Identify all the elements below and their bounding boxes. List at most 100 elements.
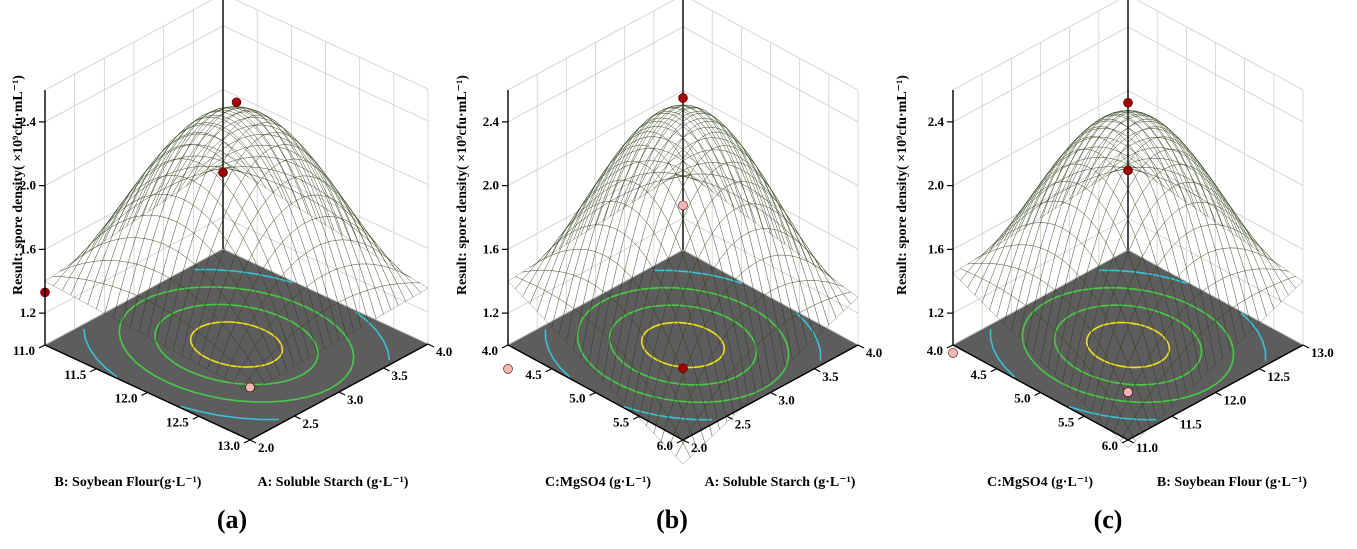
surface-cell [1251,268,1267,293]
surface-cell [1156,149,1173,170]
surface-cell [209,200,227,231]
chart-panel-c: 4.0 4.5 5.0 5.5 6.0 11.0 11.5 12.0 12.5 13.0 1.2 1.… [895,0,1334,534]
x-tick-label: 6.0 [1102,438,1118,453]
surface-cell [690,221,706,261]
x-tick [990,368,998,373]
surface-cell [320,241,338,273]
floor-contour [640,321,726,369]
surface-cell [653,178,669,211]
z-tick-label: 1.6 [928,241,945,256]
floor-contour [989,269,1267,421]
surface-cell [196,122,214,134]
surface-cell [371,238,388,259]
x-tick [89,368,97,373]
y-tick [813,368,821,373]
y-tick-label: 3.0 [347,392,363,407]
surface-cell [989,263,1005,287]
y-tick [1215,391,1222,397]
surface-cell [1113,203,1129,237]
surface-cell [363,231,381,253]
surface-cell [624,181,640,209]
surface-cell [103,260,120,287]
surface-cell [377,248,395,268]
surface-cell [378,246,396,265]
surface-cell [329,181,347,205]
surface-cell [653,126,669,138]
surface-cell [387,258,404,274]
surface-cell [297,222,314,254]
y-tick [1302,344,1310,349]
x-tick [192,415,200,420]
surface-cell [143,214,161,241]
surface-cell [770,254,786,288]
surface-cell [1171,208,1187,241]
surface-cell [254,124,272,136]
surface-cell [335,239,352,267]
surface-cell [142,193,160,216]
y-tick-label: 13.0 [1311,345,1334,360]
surface-cell [1215,224,1231,249]
surface-cell [103,217,121,243]
surface-cell [119,237,136,263]
surface-cell [690,189,706,224]
y-tick-label: 12.0 [1224,393,1247,408]
surface-cell [573,197,589,220]
surface-cell [205,126,223,137]
surface-cell [201,191,218,221]
surface-cell [319,216,336,243]
surface-cell [1135,221,1151,257]
x-tick-label: 5.0 [1014,391,1030,406]
floor-contour [1053,304,1203,386]
surface-cell [1113,175,1129,205]
surface-cell [1134,139,1151,151]
surface-cell [711,131,728,147]
surface-cell [1040,250,1056,285]
x-tick-label: 5.0 [569,391,585,406]
z-tick-label: 2.0 [20,178,36,193]
surface-cell [624,161,640,181]
x-axis-title: C:MgSO4 (g·L⁻¹) [987,475,1093,490]
floor-contour [1085,321,1171,369]
surface-cell [1105,129,1122,140]
x-tick-label: 4.0 [927,343,943,358]
z-tick-label: 2.4 [483,114,500,129]
surface-cell [660,189,676,223]
surface-cell [304,219,322,249]
z-tick-label: 1.2 [483,305,499,320]
design-point [218,167,228,178]
y-tick-label: 3.0 [779,393,795,408]
surface-cell [981,282,998,311]
surface-cell [1069,163,1085,184]
surface-cell [1273,281,1289,303]
surface-cell [536,269,553,291]
surface-cell [343,264,361,296]
y-tick [427,343,435,348]
x-tick [946,344,954,349]
surface-cell [959,263,976,273]
z-tick-label: 2.4 [20,114,37,129]
z-axis-title: Result: spore density( ×10⁹cfu·mL⁻¹) [11,75,26,295]
surface-cell [697,150,713,164]
surface-cell [1076,213,1092,247]
surface-cell [1287,276,1304,289]
surface-cell [244,145,261,158]
surface-cell [334,216,351,241]
surface-cell [169,221,186,253]
surface-cell [799,280,815,310]
y-tick [857,344,865,349]
x-tick-label: 5.5 [613,414,630,429]
x-tick [545,368,553,373]
surface-cell [631,213,647,250]
surface-cell [1018,244,1034,273]
x-tick-label: 13.0 [217,438,240,453]
surface-cell [551,250,567,272]
z-axis-title: Result: spore density( ×10⁹cfu·mL⁻¹) [455,75,470,295]
surface-cell [806,280,822,306]
surface-cell [389,283,407,306]
surface-cell [1142,209,1158,244]
surface-cell [741,232,757,268]
surface-cell [989,246,1005,265]
surface-cell [1047,224,1063,256]
surface-cell [660,123,677,141]
